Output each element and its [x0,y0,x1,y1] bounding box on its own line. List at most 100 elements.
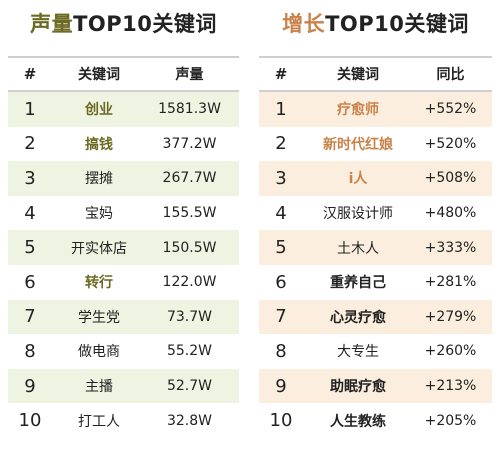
table-row: 10 打工人 32.8W [8,403,239,438]
rank-cell: 7 [275,306,287,328]
table-row: 6 转行 122.0W [8,265,239,300]
rank-cell: 9 [24,375,36,397]
table-row: 7 学生党 73.7W [8,299,239,335]
growth-header-bottom-rule [259,90,492,92]
table-row: 7 心灵疗愈 +279% [259,299,492,335]
keyword-cell: 心灵疗愈 [330,309,386,326]
keyword-cell: 土木人 [337,240,379,257]
rank-cell: 1 [24,98,36,120]
value-cell: 55.2W [166,343,212,360]
table-row: 9 主播 52.7W [8,368,239,404]
rank-cell: 3 [24,167,36,189]
keyword-cell: 开实体店 [71,240,127,257]
keyword-cell: 学生党 [78,309,120,326]
growth-table-body: 1 疗愈师 +552% 2 新时代红娘 +520% 3 i人 +508% 4 汉服设计师 +480% 5… [259,92,492,438]
volume-top10-panel: 声量TOP10关键词 # 关键词 声量 1 创业 1581.3W 2 搞钱 377.2W 3… [8,0,239,438]
keyword-cell: 宝妈 [85,206,113,223]
keyword-cell: 搞钱 [85,136,113,153]
volume-table-header: # 关键词 声量 [8,58,239,90]
value-cell: +281% [424,274,477,291]
rank-cell: 6 [24,271,36,293]
keyword-cell: 创业 [85,102,113,119]
value-cell: 377.2W [162,135,217,152]
rank-cell: 1 [275,98,287,120]
table-row: 8 做电商 55.2W [8,334,239,369]
rank-cell: 10 [18,410,42,432]
growth-table-header: # 关键词 同比 [259,58,492,90]
value-cell: +333% [424,239,477,256]
table-row: 3 i人 +508% [259,161,492,196]
rank-cell: 2 [275,133,287,155]
table-row: 8 大专生 +260% [259,334,492,369]
table-row: 4 宝妈 155.5W [8,196,239,231]
keyword-cell: 转行 [85,275,113,292]
rank-cell: 6 [275,271,287,293]
table-row: 6 重养自己 +281% [259,265,492,300]
header-rank: # [274,65,288,83]
volume-header-top-rule [8,56,239,58]
rank-cell: 4 [24,202,36,224]
value-cell: 155.5W [162,205,217,222]
value-cell: +279% [424,308,477,325]
table-row: 3 摆摊 267.7W [8,161,239,196]
growth-title-rest: TOP10关键词 [325,12,469,36]
volume-title-highlight: 声量 [30,12,74,36]
value-cell: 150.5W [162,239,217,256]
value-cell: 1581.3W [158,101,221,118]
keyword-cell: 主播 [85,379,113,396]
growth-top10-panel: 增长TOP10关键词 # 关键词 同比 1 疗愈师 +552% 2 新时代红娘 +520%… [259,0,492,438]
table-row: 2 搞钱 377.2W [8,127,239,162]
header-rank: # [23,65,37,83]
table-row: 9 助眠疗愈 +213% [259,368,492,404]
keyword-cell: 助眠疗愈 [330,379,386,396]
value-cell: +508% [424,170,477,187]
rank-cell: 5 [24,237,36,259]
keyword-cell: 做电商 [78,344,120,361]
value-cell: +552% [424,101,477,118]
keyword-cell: 疗愈师 [337,102,379,119]
rank-cell: 10 [269,410,293,432]
value-cell: 73.7W [166,308,212,325]
table-row: 5 开实体店 150.5W [8,230,239,265]
rank-cell: 9 [275,375,287,397]
volume-header-bottom-rule [8,90,239,92]
keyword-cell: 摆摊 [85,171,113,188]
rank-cell: 4 [275,202,287,224]
growth-panel-title: 增长TOP10关键词 [259,0,492,48]
header-keyword: 关键词 [337,67,379,83]
value-cell: +205% [424,412,477,429]
value-cell: +213% [424,378,477,395]
value-cell: 267.7W [162,170,217,187]
table-row: 1 疗愈师 +552% [259,92,492,127]
table-row: 10 人生教练 +205% [259,403,492,438]
table-row: 2 新时代红娘 +520% [259,127,492,162]
value-cell: 52.7W [166,378,212,395]
keyword-cell: i人 [348,171,368,188]
header-yoy: 同比 [436,67,465,83]
keyword-cell: 人生教练 [330,413,386,430]
rank-cell: 7 [24,306,36,328]
header-keyword: 关键词 [78,67,120,83]
keyword-cell: 大专生 [337,344,379,361]
value-cell: 122.0W [162,274,217,291]
table-row: 4 汉服设计师 +480% [259,196,492,231]
rank-cell: 2 [24,133,36,155]
value-cell: +260% [424,343,477,360]
header-volume: 声量 [175,67,204,83]
rank-cell: 3 [275,167,287,189]
value-cell: +480% [424,205,477,222]
value-cell: 32.8W [166,412,212,429]
keyword-cell: 重养自己 [330,275,386,292]
keyword-cell: 新时代红娘 [323,136,393,153]
keyword-cell: 打工人 [78,413,120,430]
rank-cell: 5 [275,237,287,259]
volume-table-body: 1 创业 1581.3W 2 搞钱 377.2W 3 摆摊 267.7W 4 宝妈 155.5W 5 开实… [8,92,239,438]
rank-cell: 8 [24,340,36,362]
volume-panel-title: 声量TOP10关键词 [8,0,239,48]
rank-cell: 8 [275,340,287,362]
volume-title-rest: TOP10关键词 [73,12,217,36]
table-row: 5 土木人 +333% [259,230,492,265]
growth-title-highlight: 增长 [282,12,326,36]
growth-header-top-rule [259,56,492,58]
keyword-cell: 汉服设计师 [323,206,393,223]
